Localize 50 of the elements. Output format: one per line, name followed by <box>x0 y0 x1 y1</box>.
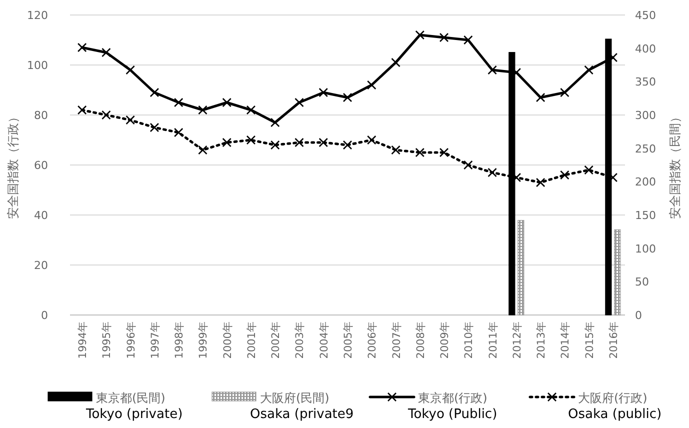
x-tick-label: 2016年 <box>608 321 620 359</box>
x-tick-label: 2006年 <box>366 321 379 359</box>
y2-tick-label: 400 <box>635 42 656 56</box>
x-tick-label: 2009年 <box>439 321 452 359</box>
x-tick-label: 2002年 <box>270 321 282 359</box>
y2-tick-label: 250 <box>635 142 656 156</box>
x-tick-label: 1994年 <box>77 321 90 359</box>
text: Tokyo (Public) <box>407 407 498 422</box>
x-tick-label: 2000年 <box>222 321 234 359</box>
x-tick-label: 1998年 <box>174 321 186 359</box>
x-tick-label: 2011年 <box>487 321 500 359</box>
x-tick-label: 2004年 <box>318 321 330 359</box>
x-tick-label: 2015年 <box>584 321 596 359</box>
y-tick-label: 100 <box>27 59 48 72</box>
y2-tick-label: 150 <box>635 209 656 222</box>
x-tick-label: 1996年 <box>125 321 138 359</box>
x-tick-label: 1997年 <box>149 321 162 359</box>
legend-label: 東京都(行政) <box>418 391 488 405</box>
text: Tokyo (private) <box>85 407 183 422</box>
text: Osaka (private9 <box>250 407 354 422</box>
x-tick-label: 2005年 <box>342 321 354 359</box>
text: Osaka (public) <box>568 407 662 422</box>
y-tick-label: 40 <box>34 209 48 222</box>
y2-axis-title: 安全国指数（民間） <box>668 111 682 219</box>
y-axis-title: 安全国指数（行政） <box>6 111 20 219</box>
y-tick-label: 0 <box>41 309 48 322</box>
x-tick-label: 2008年 <box>414 321 427 359</box>
x-tick-label: 2012年 <box>511 321 524 359</box>
y-tick-label: 60 <box>34 159 48 172</box>
legend-label: 東京都(民間) <box>96 391 166 405</box>
y2-tick-label: 450 <box>635 9 656 22</box>
x-tick-label: 1999年 <box>198 321 210 359</box>
x-tick-label: 2010年 <box>463 321 476 359</box>
x-tick-label: 2003年 <box>294 321 306 359</box>
x-tick-label: 2007年 <box>390 321 403 359</box>
legend-label: 大阪府(民間) <box>260 391 330 405</box>
legend-label: 大阪府(行政) <box>578 391 648 405</box>
x-tick-label: 2014年 <box>560 321 572 359</box>
y-tick-label: 20 <box>34 259 48 272</box>
y2-tick-label: 300 <box>635 109 656 122</box>
y-tick-label: 80 <box>34 109 48 122</box>
x-tick-label: 2013年 <box>536 321 548 359</box>
y2-tick-label: 350 <box>635 76 656 89</box>
y2-tick-label: 200 <box>635 176 656 189</box>
y2-tick-label: 0 <box>635 309 642 322</box>
y2-tick-label: 100 <box>635 242 656 256</box>
x-tick-label: 2001年 <box>246 321 258 359</box>
y2-tick-label: 50 <box>635 276 649 289</box>
y-tick-label: 120 <box>27 9 48 22</box>
x-tick-label: 1995年 <box>101 321 114 359</box>
